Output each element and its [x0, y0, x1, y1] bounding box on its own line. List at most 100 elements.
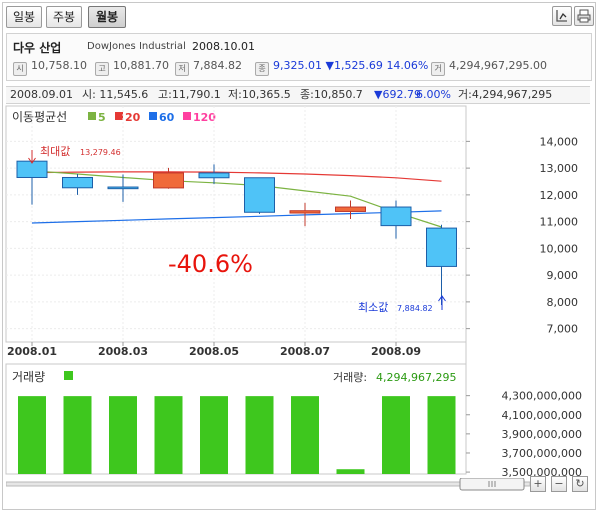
max-annotation: 최대값 13,279.46	[28, 145, 121, 164]
x-tick-label: 2008.09	[371, 345, 421, 358]
volume-bar[interactable]	[427, 396, 456, 474]
candle-body[interactable]	[380, 206, 412, 227]
volume-bars	[18, 396, 456, 474]
candle-body[interactable]	[153, 172, 184, 189]
open-icon: 시	[13, 62, 27, 76]
volume-y-tick-label: 3,500,000,000	[502, 466, 582, 479]
ma-legend: 5 20 60 120	[88, 111, 216, 124]
ohlc-date: 2008.09.01	[10, 88, 73, 101]
ma-legend-label-20: 20	[125, 111, 141, 124]
min-annotation: 최소값 7,884.82	[358, 295, 446, 314]
refresh-icon[interactable]: ↻	[572, 476, 588, 492]
high-icon: 고	[95, 62, 109, 76]
ma-legend-label-60: 60	[159, 111, 175, 124]
price-y-axis: 14,000 13,000 12,000 11,000 10,000 9,000 8,000…	[466, 135, 579, 336]
tab-weekly[interactable]: 주봉	[46, 6, 82, 28]
y-tick-label: 9,000	[547, 269, 579, 282]
ohlc-readout: 2008.09.01 시: 11,545.6 고:11,790.1 저:10,3…	[6, 86, 590, 104]
candle-body[interactable]	[426, 227, 457, 267]
y-tick-label: 8,000	[547, 296, 579, 309]
volume-y-tick-label: 4,100,000,000	[502, 409, 582, 422]
ma-legend-swatch-120	[183, 112, 191, 120]
volume-bar[interactable]	[291, 396, 319, 474]
change-value: ▼1,525.69	[325, 59, 383, 72]
chart-settings-icon[interactable]	[552, 6, 572, 26]
print-icon[interactable]	[574, 6, 594, 26]
tab-monthly[interactable]: 월봉	[88, 6, 126, 28]
x-tick-label: 2008.07	[280, 345, 330, 358]
volume-y-tick-label: 4,300,000,000	[502, 390, 582, 403]
candle-body[interactable]	[289, 210, 321, 214]
ma-line-5	[31, 170, 442, 228]
volume-bar[interactable]	[200, 396, 228, 474]
ma-legend-swatch-5	[88, 112, 96, 120]
open-quote: 시 10,758.10	[13, 59, 87, 76]
price-x-axis: 2008.01 2008.03 2008.05 2008.07 2008.09	[7, 342, 421, 358]
index-name: 다우 산업	[13, 41, 62, 55]
x-tick-label: 2008.03	[98, 345, 148, 358]
ohlc-high: 고:11,790.1	[158, 88, 221, 101]
candlesticks	[16, 160, 457, 305]
y-tick-label: 13,000	[540, 162, 579, 175]
y-tick-label: 10,000	[540, 242, 579, 255]
zoom-out-icon[interactable]: −	[551, 476, 567, 492]
ohlc-volume: 거:4,294,967,295	[458, 88, 553, 101]
volume-y-axis: 4,300,000,000 4,100,000,000 3,900,000,000 3…	[466, 390, 582, 479]
y-tick-label: 12,000	[540, 189, 579, 202]
candle-body[interactable]	[198, 172, 230, 179]
max-label: 최대값	[40, 145, 70, 158]
x-tick-label: 2008.05	[189, 345, 239, 358]
min-value: 7,884.82	[397, 304, 433, 313]
index-english-name: DowJones Industrial	[87, 41, 186, 52]
volume-current-label: 거래량:	[333, 371, 367, 384]
volume-title: 거래량	[12, 370, 45, 384]
volume-legend-swatch	[64, 371, 73, 380]
ohlc-change: ▼692.79	[374, 88, 421, 101]
ohlc-open: 시: 11,545.6	[82, 88, 149, 101]
close-price-icon: 종	[255, 62, 269, 76]
ohlc-low: 저:10,365.5	[228, 88, 291, 101]
ma-line-20	[31, 171, 442, 182]
tab-daily[interactable]: 일봉	[6, 6, 42, 28]
volume-bar[interactable]	[63, 396, 92, 474]
current-quote: 종 9,325.01 ▼1,525.69 14.06%	[255, 59, 428, 76]
y-tick-label: 14,000	[540, 135, 579, 148]
low-quote: 저 7,884.82	[175, 59, 242, 76]
ma-legend-title: 이동평균선	[12, 110, 67, 124]
candle-body[interactable]	[244, 177, 275, 213]
volume-bar[interactable]	[18, 396, 46, 474]
ohlc-close: 종:10,850.7	[300, 88, 363, 101]
candle-body[interactable]	[335, 206, 366, 212]
y-tick-label: 7,000	[547, 323, 579, 336]
y-tick-label: 11,000	[540, 216, 579, 229]
volume-y-tick-label: 3,700,000,000	[502, 447, 582, 460]
ma-line-60	[31, 210, 442, 224]
quote-header: 다우 산업 DowJones Industrial 2008.10.01 시 10…	[6, 33, 592, 81]
volume-bar[interactable]	[154, 396, 183, 474]
change-percent: 14.06%	[386, 59, 429, 72]
moving-average-lines	[31, 170, 442, 228]
candle-body[interactable]	[107, 186, 139, 190]
low-icon: 저	[175, 62, 189, 76]
volume-y-tick-label: 3,900,000,000	[502, 428, 582, 441]
ma-legend-label-120: 120	[193, 111, 216, 124]
quote-date: 2008.10.01	[192, 40, 255, 53]
ma-legend-swatch-20	[115, 112, 123, 120]
max-value: 13,279.46	[80, 148, 121, 157]
candle-body[interactable]	[62, 176, 93, 189]
zoom-in-icon[interactable]: +	[530, 476, 546, 492]
volume-bar[interactable]	[336, 469, 365, 474]
volume-current-value: 4,294,967,295	[376, 371, 456, 384]
chart-scrollbar[interactable]	[5, 477, 531, 491]
volume-bar[interactable]	[109, 396, 137, 474]
min-label: 최소값	[358, 301, 388, 314]
volume-bar[interactable]	[382, 396, 410, 474]
high-quote: 고 10,881.70	[95, 59, 169, 76]
percent-change-label: -40.6%	[168, 250, 253, 278]
ma-legend-label-5: 5	[98, 111, 106, 124]
volume-quote: 거 4,294,967,295.00	[431, 59, 547, 76]
x-tick-label: 2008.01	[7, 345, 57, 358]
ma-legend-swatch-60	[149, 112, 157, 120]
volume-bar[interactable]	[245, 396, 274, 474]
